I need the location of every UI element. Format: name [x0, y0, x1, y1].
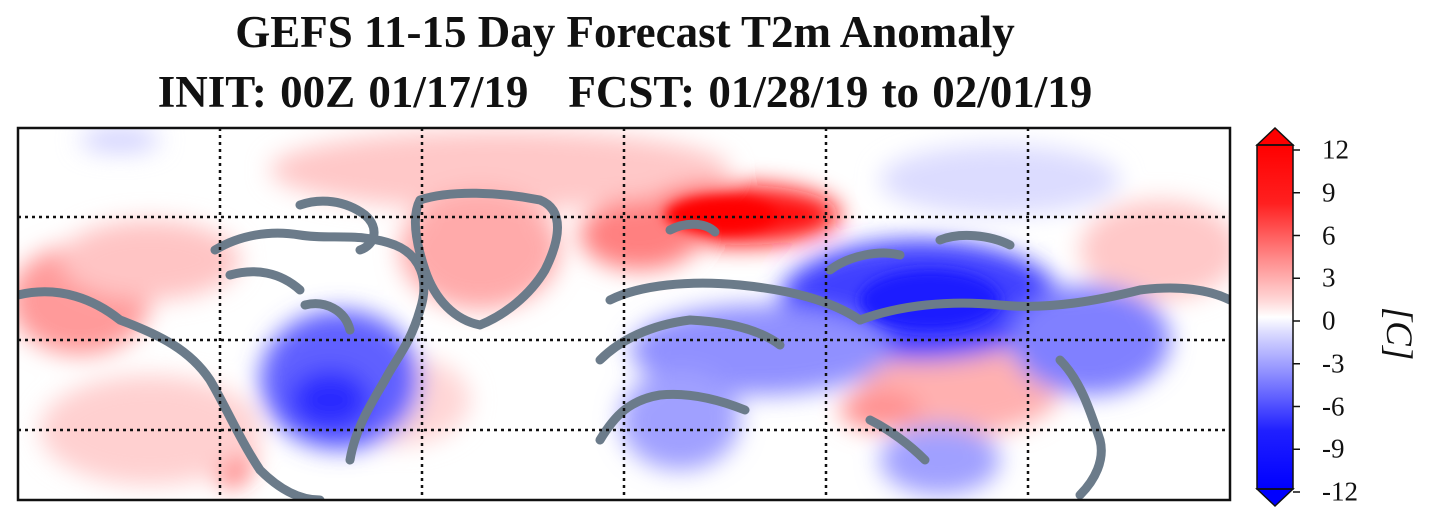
- colorbar: [1255, 126, 1300, 508]
- warm-anomaly-greenland: [400, 190, 560, 310]
- colorbar-tick-label: -12: [1322, 476, 1358, 507]
- colorbar-tick-label: 0: [1322, 305, 1336, 336]
- colorbar-unit-label: [C]: [1378, 306, 1420, 361]
- map-frame: [16, 126, 1232, 502]
- colorbar-min-extension: [1255, 488, 1295, 508]
- map-title: GEFS 11-15 Day Forecast T2m Anomaly: [235, 7, 1015, 57]
- colorbar-tick-label: 6: [1322, 220, 1336, 250]
- colorbar-tick-label: -6: [1322, 391, 1345, 421]
- colorbar-max-extension: [1255, 126, 1295, 146]
- anomaly-field: [18, 128, 1230, 500]
- colorbar-tick-label: 9: [1322, 177, 1336, 208]
- forecast-range: FCST: 01/28/19 to 02/01/19: [568, 67, 1093, 117]
- coastlines: [18, 188, 1230, 500]
- colorbar-tick-label: -9: [1322, 433, 1345, 464]
- colorbar-tick-label: 3: [1322, 262, 1336, 293]
- colorbar-tick-label: 12: [1322, 134, 1349, 165]
- colorbar-tick-label: -3: [1322, 348, 1345, 379]
- map-subtitle: INIT: 00Z 01/17/19 FCST: 01/28/19 to 02/0…: [0, 70, 1250, 115]
- graticule: [18, 128, 1230, 500]
- init-time: INIT: 00Z 01/17/19: [157, 67, 529, 117]
